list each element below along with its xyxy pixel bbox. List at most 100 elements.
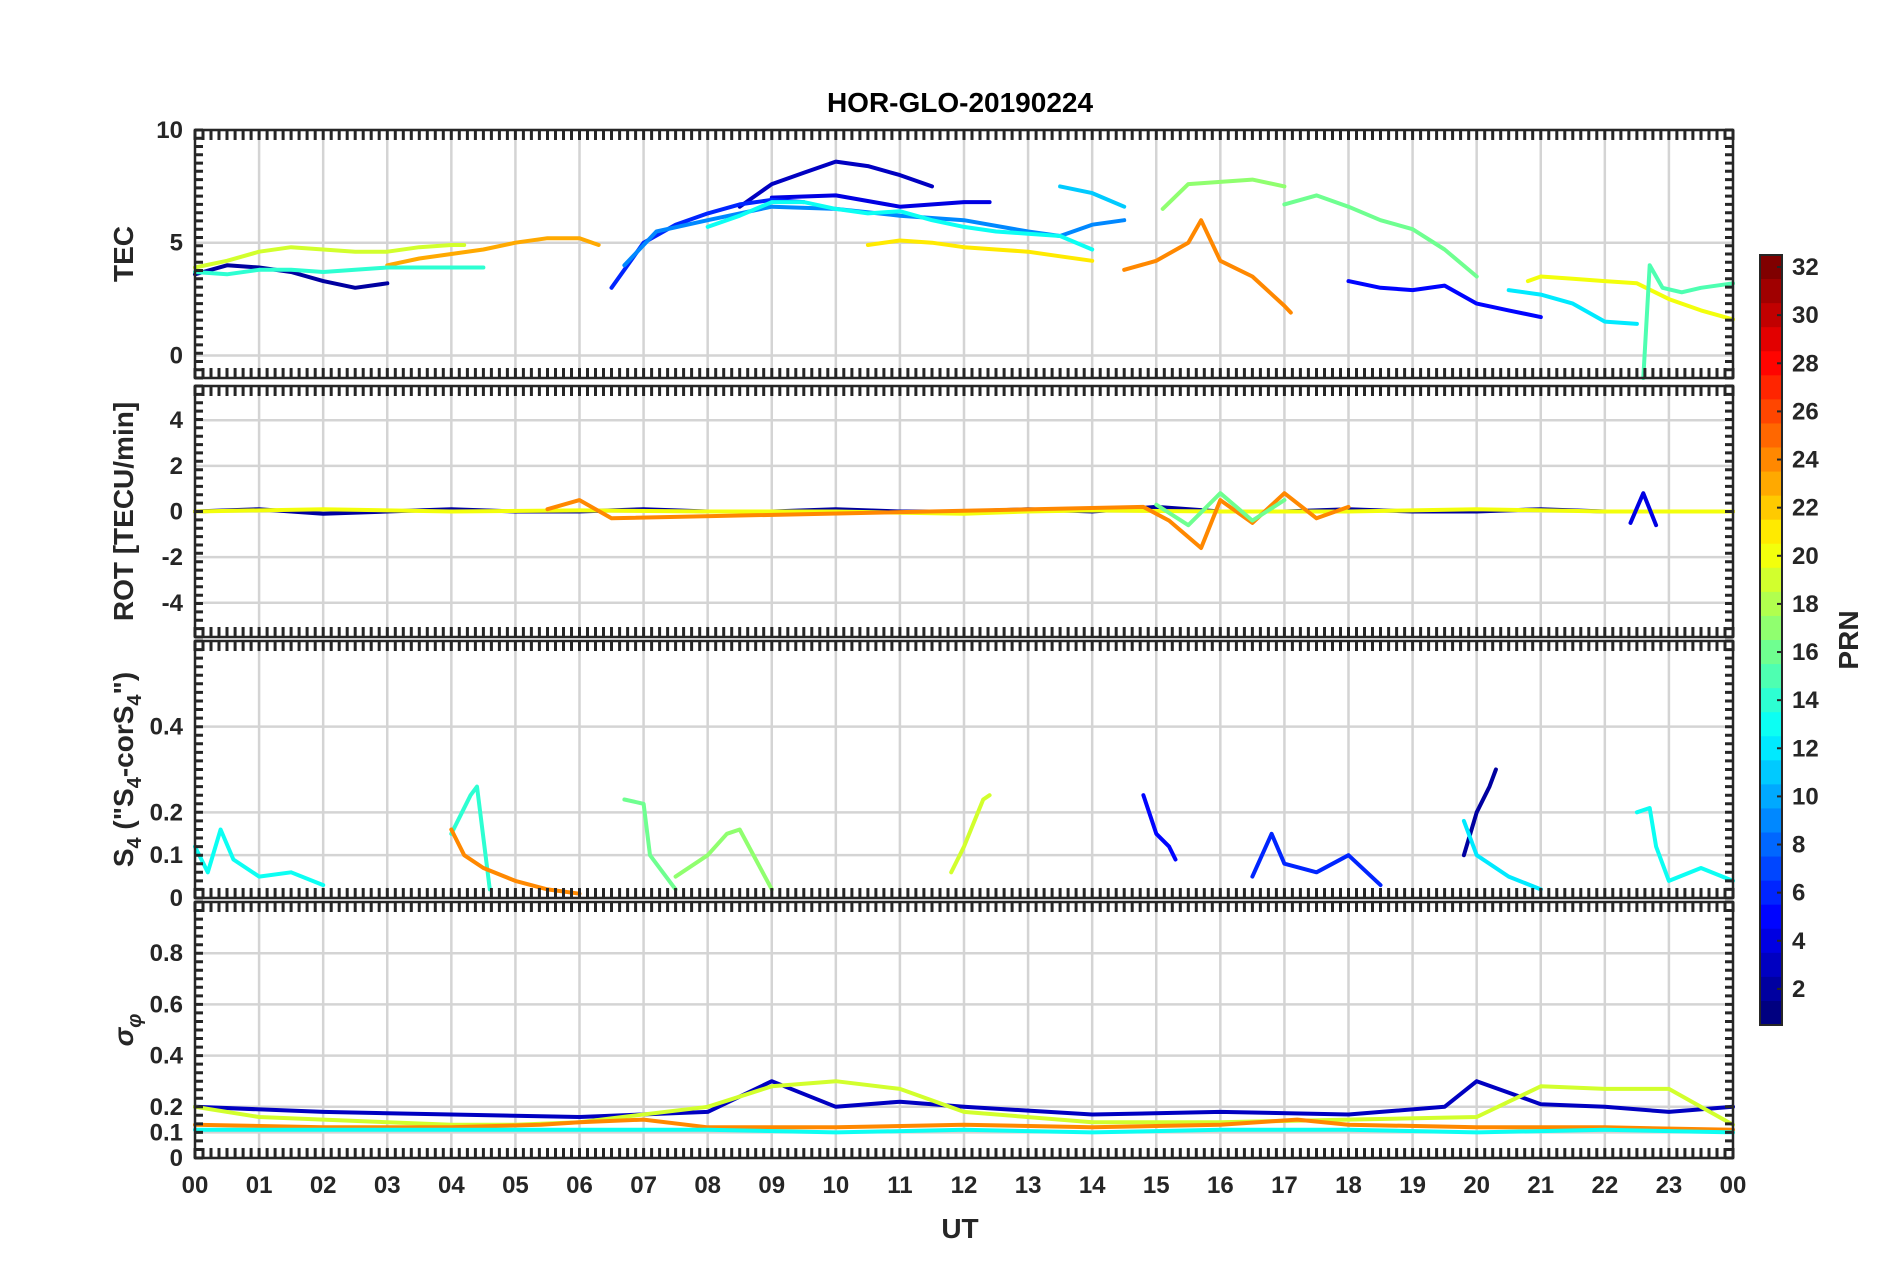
rot-y-tick-label: -2 [162,544,183,571]
rot-tick-marks [193,384,1735,639]
x-tick-label: 15 [1143,1172,1170,1199]
x-tick-label: 00 [1720,1172,1747,1199]
sigma-minor-ticks [193,900,1735,1160]
s4-series-prn-24 [449,827,582,896]
x-tick-label: 18 [1335,1172,1362,1199]
tec-y-tick-label: 10 [156,117,183,144]
sigma-y-tick-label: 0.2 [150,1094,183,1121]
s4-label-part: ("S [108,788,139,837]
colorbar-swatch [1760,904,1782,930]
s4-series-prn-12 [1461,818,1543,892]
tec-series-prn-14 [193,265,486,277]
panel-s4: 00.10.20.4S4 ("S4-corS4") [108,639,1735,912]
tec-series-prn-4 [769,193,992,209]
colorbar-swatch [1760,591,1782,617]
colorbar-swatch [1760,1000,1782,1026]
tec-series-prn-11 [1058,184,1127,209]
x-tick-label: 01 [246,1172,273,1199]
colorbar-tick-label: 14 [1792,687,1819,714]
colorbar-tick-label: 32 [1792,254,1819,281]
colorbar-swatch [1760,495,1782,521]
colorbar-tick-label: 10 [1792,783,1819,810]
colorbar-swatch [1760,688,1782,713]
colorbar-swatch [1760,640,1782,665]
colorbar-tick-label: 18 [1792,591,1819,618]
tec-series-prn-9 [622,204,1127,268]
tec-minor-ticks [193,128,1735,380]
sigma-label-main: σ [108,1026,139,1046]
colorbar-tick-label: 6 [1792,880,1805,907]
s4-y-tick-label: 0.4 [150,714,184,741]
sigma-y-axis-label: σφ [108,1014,146,1047]
x-tick-label: 21 [1527,1172,1554,1199]
tec-series-prn-23 [385,236,601,268]
tec-series-prn-2 [193,263,390,290]
x-tick-label: 02 [310,1172,337,1199]
colorbar-tick-label: 4 [1792,928,1806,955]
tec-y-axis-label: TEC [108,226,139,282]
tec-series-prn-15 [1641,263,1735,380]
rot-series-prn-24 [545,491,1351,550]
s4-tick-marks [193,639,1735,900]
panel-rot: -4 -2 0 2 4 ROT [TECU/min] [108,384,1735,639]
s4-series-prn-6 [1250,831,1383,888]
rot-y-tick-label: 4 [170,407,184,434]
tec-y-tick-label: 5 [170,230,183,257]
rot-series-prn-20 [193,507,1735,516]
s4-series-prn-17 [673,827,774,892]
s4-series-prn-19 [949,793,992,875]
sigma-y-tick-label: 0.8 [150,940,183,967]
rot-y-axis-label: ROT [TECU/min] [108,402,139,621]
colorbar-swatch [1760,856,1782,882]
colorbar-swatch [1760,664,1782,689]
tec-series-prn-13 [705,200,1095,252]
rot-minor-ticks [193,384,1735,639]
colorbar-swatch [1760,447,1782,473]
colorbar-tick-label: 20 [1792,543,1819,570]
s4-series [193,767,1735,896]
tec-series-prn-3 [737,159,934,209]
x-tick-label: 19 [1399,1172,1426,1199]
colorbar-swatch [1760,471,1782,497]
x-tick-label: 07 [630,1172,657,1199]
sigma-tick-marks [193,900,1735,1160]
x-tick-label: 10 [822,1172,849,1199]
panel-sigma: 00.10.2 0.4 0.6 0.8 σφ [108,900,1735,1172]
x-tick-label: 08 [694,1172,721,1199]
sigma-series-prn-3 [193,1079,1735,1119]
tec-series-prn-21 [865,238,1095,263]
s4-series-prn-14 [449,784,492,892]
colorbar-swatch [1760,928,1782,954]
rot-y-tick-label: -4 [162,590,184,617]
colorbar-swatch [1760,303,1782,328]
colorbar-tick-label: 26 [1792,398,1819,425]
colorbar-swatch [1760,976,1782,1002]
sigma-series-prn-24 [193,1117,1735,1132]
colorbar-swatch [1760,255,1782,280]
s4-label-part: ") [108,672,139,695]
x-tick-label: 20 [1463,1172,1490,1199]
x-tick-label: 03 [374,1172,401,1199]
x-axis-label: UT [941,1213,978,1244]
x-tick-label: 09 [758,1172,785,1199]
colorbar-swatch [1760,952,1782,978]
s4-label-part: -corS [108,706,139,778]
s4-y-axis-label: S4 ("S4-corS4") [108,672,146,867]
colorbar-tick-label: 12 [1792,735,1819,762]
panel-tec: 0 5 10 TEC [108,117,1735,380]
s4-y-tick-label: 0 [170,885,183,912]
colorbar-swatch [1760,279,1782,304]
colorbar-swatch [1760,832,1782,858]
x-tick-label: 11 [887,1172,912,1199]
rot-series [193,491,1735,550]
s4-series-prn-13 [1634,806,1735,883]
tec-tick-marks [193,128,1735,380]
tec-series-prn-16 [1282,193,1479,279]
rot-y-tick-label: 0 [170,499,183,526]
x-tick-labels: 00 01 02 03 04 05 06 07 08 09 10 11 12 13 14 15 16 17 18 19… [182,1172,1747,1199]
sigma-y-tick-label: 0 [170,1145,183,1172]
s4-y-tick-label: 0.1 [150,842,183,869]
